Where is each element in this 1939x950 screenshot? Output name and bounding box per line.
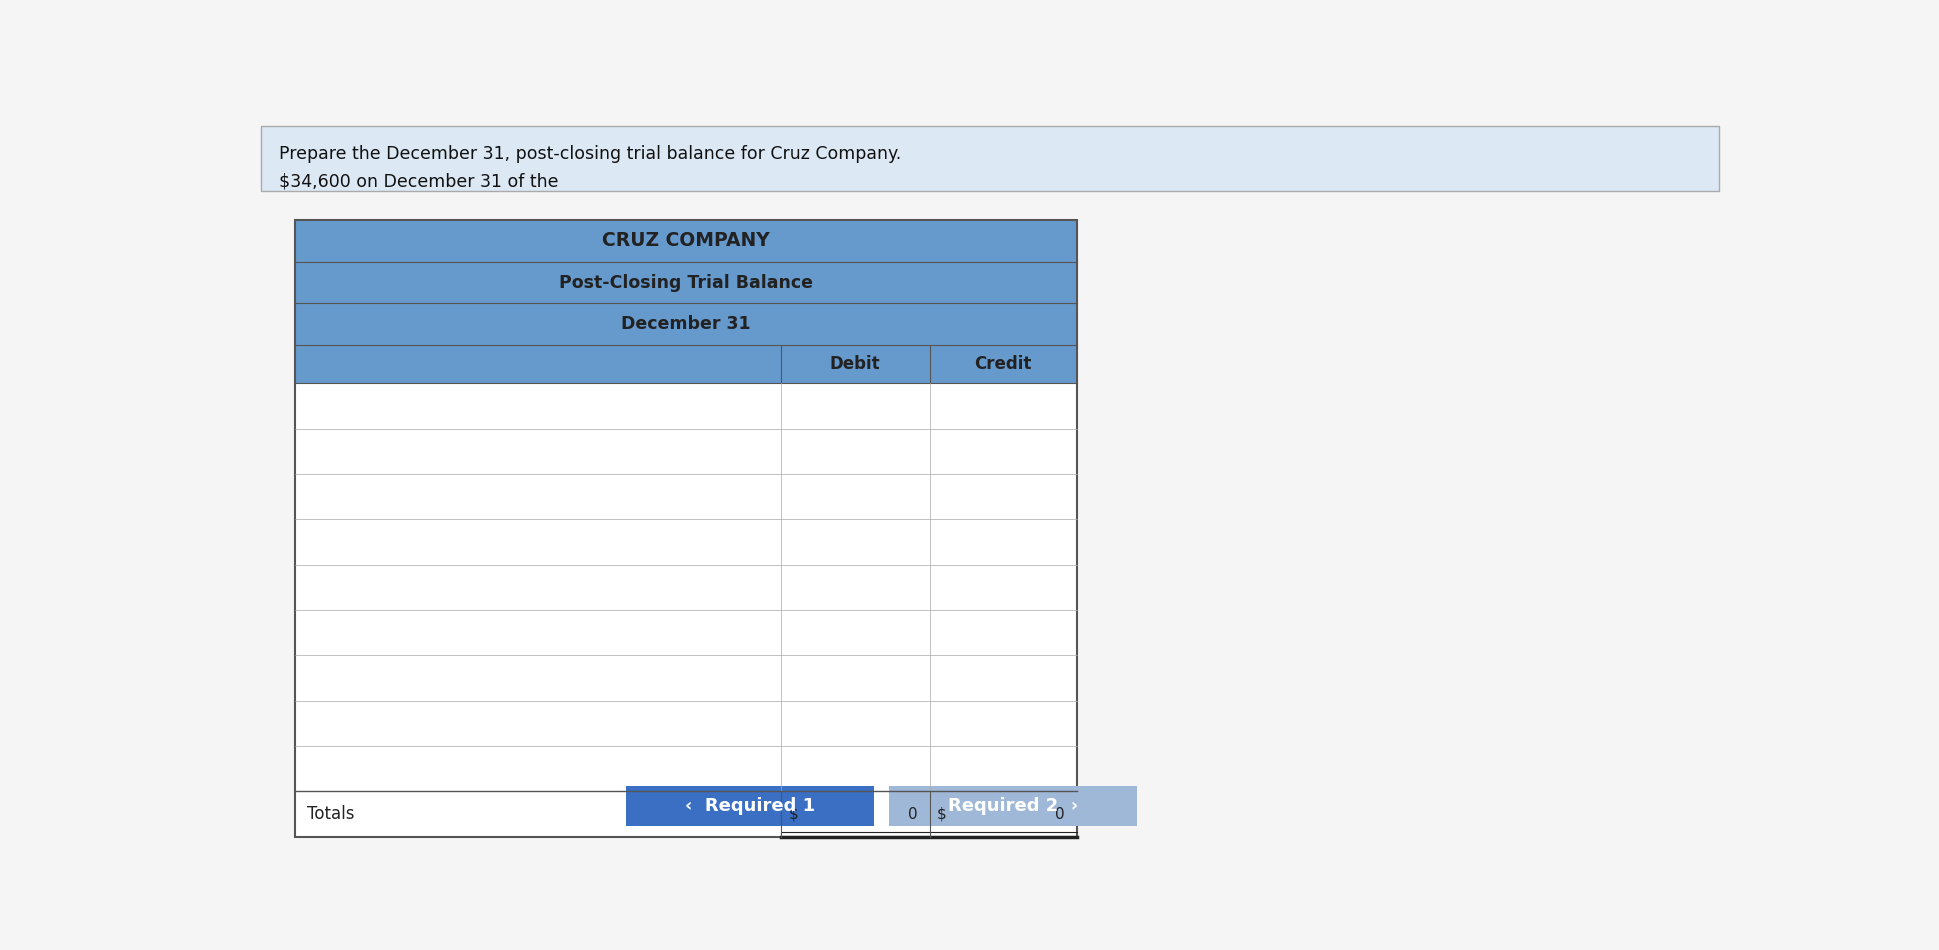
FancyBboxPatch shape bbox=[888, 787, 1136, 826]
FancyBboxPatch shape bbox=[260, 126, 1718, 191]
Text: 0: 0 bbox=[907, 807, 917, 822]
FancyBboxPatch shape bbox=[626, 787, 873, 826]
Text: $: $ bbox=[937, 807, 946, 822]
FancyBboxPatch shape bbox=[295, 262, 1076, 303]
Text: Debit: Debit bbox=[830, 355, 880, 373]
Text: December 31: December 31 bbox=[620, 315, 750, 333]
FancyBboxPatch shape bbox=[295, 220, 1076, 262]
FancyBboxPatch shape bbox=[295, 303, 1076, 345]
Text: Totals: Totals bbox=[306, 805, 355, 823]
Text: Prepare the December 31, post-closing trial balance for Cruz Company.: Prepare the December 31, post-closing tr… bbox=[279, 144, 906, 162]
FancyBboxPatch shape bbox=[295, 345, 1076, 383]
Text: 0: 0 bbox=[1055, 807, 1065, 822]
Text: $: $ bbox=[787, 807, 797, 822]
Text: Credit: Credit bbox=[973, 355, 1032, 373]
FancyBboxPatch shape bbox=[295, 220, 1076, 837]
Text: ‹  Required 1: ‹ Required 1 bbox=[684, 797, 814, 815]
Text: CRUZ COMPANY: CRUZ COMPANY bbox=[601, 232, 770, 251]
Text: Post-Closing Trial Balance: Post-Closing Trial Balance bbox=[558, 274, 812, 292]
Text: Required 2  ›: Required 2 › bbox=[948, 797, 1078, 815]
Text: $34,600 on December 31 of the: $34,600 on December 31 of the bbox=[279, 173, 564, 191]
